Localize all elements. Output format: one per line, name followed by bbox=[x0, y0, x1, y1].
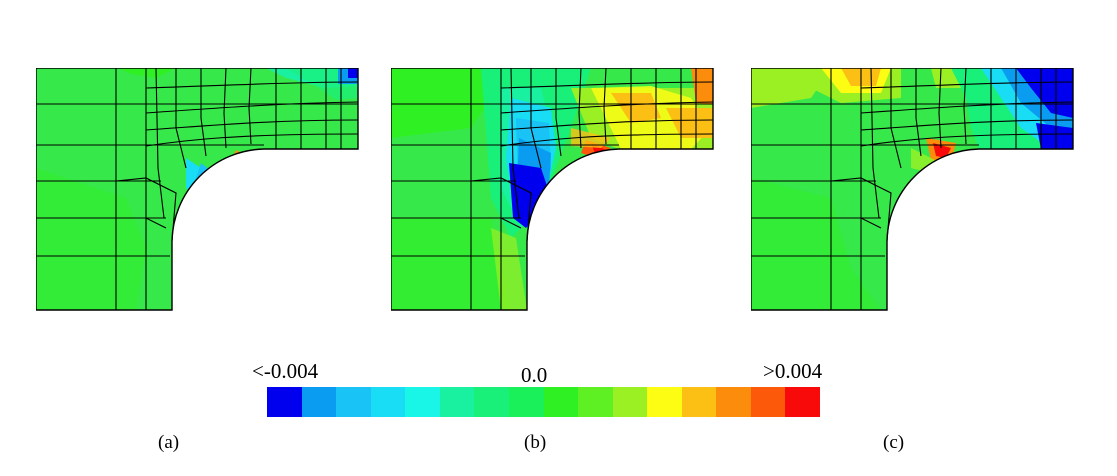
panel-label-a: (a) bbox=[158, 432, 180, 453]
colorbar-swatch-13 bbox=[716, 387, 751, 417]
colorbar-swatch-3 bbox=[370, 387, 406, 417]
colorbar-swatch-7 bbox=[508, 387, 544, 417]
colorbar-swatch-9 bbox=[578, 387, 613, 417]
panel-label-b: (b) bbox=[524, 432, 547, 453]
colorbar-swatch-4 bbox=[405, 387, 440, 417]
colorbar bbox=[267, 387, 820, 417]
colorbar-swatch-11 bbox=[647, 387, 682, 417]
colorbar-swatch-0 bbox=[267, 387, 302, 417]
colorbar-swatch-8 bbox=[543, 387, 579, 417]
panel-c bbox=[751, 68, 1075, 312]
mesh-lines-a bbox=[36, 68, 359, 310]
colorbar-min-label: <-0.004 bbox=[252, 359, 319, 383]
colorbar-swatch-15 bbox=[785, 387, 820, 417]
contour-plot-b bbox=[391, 68, 714, 311]
domain-outline-a bbox=[36, 68, 359, 311]
domain-outline-b bbox=[391, 68, 714, 311]
domain-outline-c bbox=[751, 68, 1074, 311]
contour-plot-c bbox=[751, 68, 1074, 311]
colorbar-swatch-10 bbox=[612, 387, 648, 417]
colorbar-max-label: >0.004 bbox=[763, 359, 823, 383]
colorbar-swatch-1 bbox=[301, 387, 337, 417]
colorbar-swatch-5 bbox=[439, 387, 475, 417]
panel-b bbox=[391, 68, 715, 312]
panel-a bbox=[36, 68, 360, 312]
colorbar-swatch-2 bbox=[336, 387, 371, 417]
mesh-lines-b bbox=[391, 68, 714, 310]
colorbar-swatch-14 bbox=[750, 387, 786, 417]
colorbar-swatch-12 bbox=[681, 387, 717, 417]
colorbar-mid-label: 0.0 bbox=[521, 363, 548, 387]
colorbar-swatch-6 bbox=[474, 387, 509, 417]
contour-plot-a bbox=[36, 68, 359, 311]
panel-label-c: (c) bbox=[883, 432, 905, 453]
mesh-lines-c bbox=[751, 68, 1074, 310]
